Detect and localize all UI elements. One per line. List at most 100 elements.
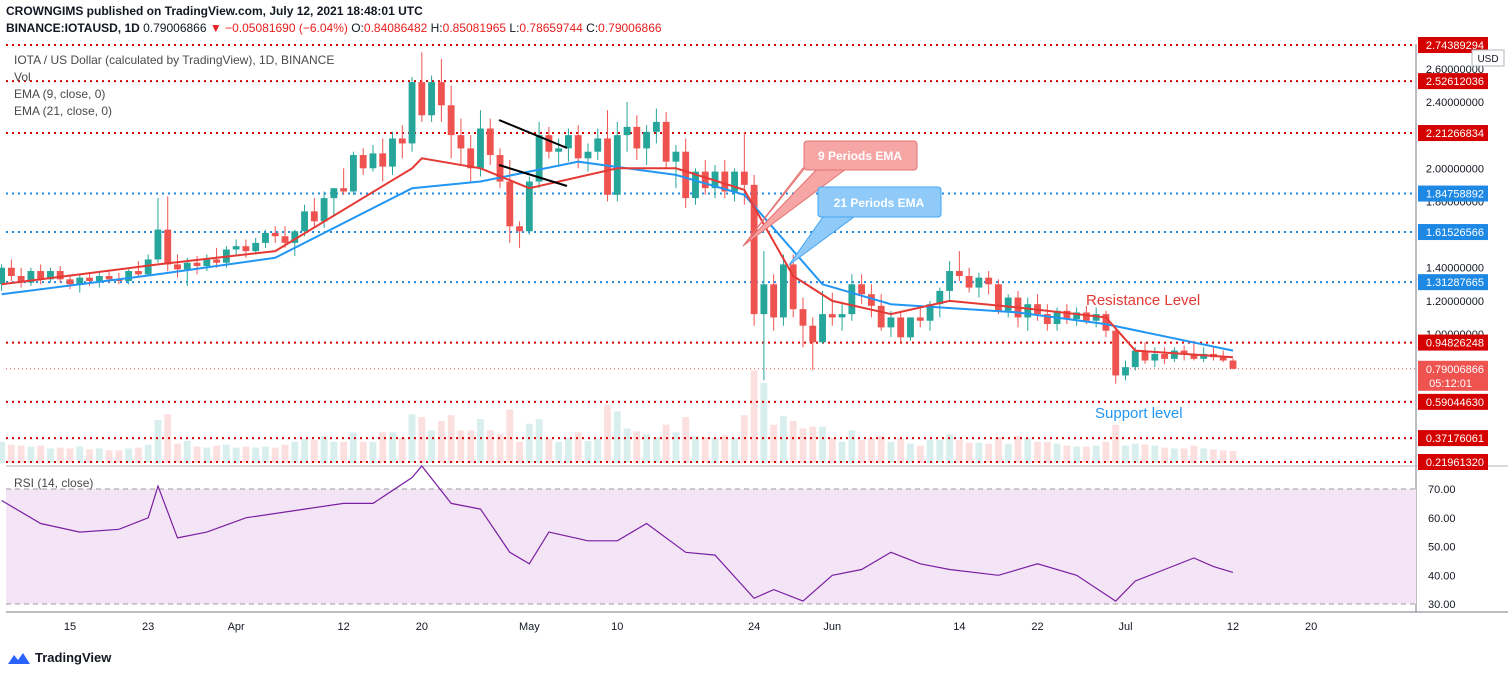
volume-bar	[1063, 445, 1071, 463]
candle-body	[379, 153, 387, 167]
level-tag-text: 0.94826248	[1426, 338, 1484, 350]
ema21-callout[interactable]: 21 Periods EMA	[788, 186, 942, 266]
volume-bar	[819, 426, 826, 463]
candle-body	[740, 171, 748, 185]
candle-body	[271, 232, 279, 237]
volume-bar	[330, 441, 338, 463]
volume-bar	[535, 419, 543, 463]
candle-body	[105, 276, 113, 280]
tradingview-logo[interactable]: TradingView	[8, 650, 111, 665]
candle-body	[1151, 353, 1159, 361]
legend-rsi[interactable]: RSI (14, close)	[14, 476, 94, 490]
volume-bar	[467, 430, 475, 463]
candle-body	[457, 135, 465, 149]
trendline-upper[interactable]	[498, 119, 568, 149]
low-value: 0.78659744	[519, 21, 583, 35]
price-axis[interactable]: 2.600000002.400000002.000000001.80000000…	[1426, 64, 1484, 341]
volume-bar	[633, 431, 641, 463]
candle-body	[565, 135, 572, 149]
volume-bar	[965, 442, 973, 463]
x-tick-label: Jul	[1118, 621, 1132, 633]
level-tag-text: 1.84758892	[1426, 189, 1484, 201]
candle-body	[545, 135, 553, 152]
currency-box[interactable]	[1471, 49, 1505, 67]
countdown-text: 05:12:01	[1429, 378, 1472, 390]
candle-body	[594, 138, 602, 152]
volume-bar	[193, 446, 201, 463]
legend-ema9[interactable]: EMA (9, close, 0)	[14, 87, 106, 101]
volume-bar	[27, 446, 35, 463]
candle-body	[193, 262, 201, 267]
volume-bar	[398, 438, 406, 463]
x-tick-label: 22	[1031, 621, 1043, 633]
candle-body	[1161, 353, 1169, 359]
volume-bar	[271, 447, 279, 463]
volume-bar	[222, 444, 230, 463]
level-tag-text: 2.52612036	[1426, 76, 1484, 88]
volume-bar	[47, 448, 54, 463]
y-tick-label: 1.40000000	[1426, 263, 1484, 275]
ema9-callout-text: 9 Periods EMA	[818, 149, 902, 163]
candle-body	[1122, 367, 1129, 376]
candle-body	[936, 290, 944, 305]
time-axis[interactable]: 15 23 Apr 12 20 May 10 24 Jun 14 22 Jul 12 20	[64, 621, 1317, 633]
open-label: O:	[351, 21, 364, 35]
volume-bar	[887, 441, 895, 463]
candle-body	[144, 259, 152, 275]
volume-bar	[623, 428, 631, 463]
level-tag	[1418, 430, 1488, 447]
candle-body	[496, 155, 504, 182]
candle-body	[506, 181, 514, 227]
candle-body	[975, 277, 983, 288]
rsi-axis: 70.00 60.00 50.00 40.00 30.00	[1428, 484, 1456, 611]
trendline-lower[interactable]	[498, 164, 568, 187]
candle-body	[1141, 350, 1149, 361]
volume-bar	[525, 423, 533, 463]
level-tag-text: 0.21961320	[1426, 457, 1484, 469]
rsi-tick-label: 60.00	[1428, 513, 1456, 525]
volume-bar	[799, 428, 807, 463]
volume-bar	[56, 447, 64, 463]
x-tick-label: 24	[748, 621, 760, 633]
volume-bar	[780, 416, 787, 463]
candle-body	[330, 188, 338, 199]
ema9-line	[1, 157, 1234, 359]
candle-body	[848, 284, 856, 315]
volume-bar	[232, 447, 240, 463]
volume-bar	[613, 411, 621, 463]
legend-ema21[interactable]: EMA (21, close, 0)	[14, 104, 113, 118]
level-tag-text: 0.59044630	[1426, 397, 1484, 409]
level-price-tags: 2.74389294 2.52612036 2.21266834 1.84758892…	[1418, 37, 1488, 470]
candle-body	[0, 267, 6, 285]
candle-body	[291, 231, 299, 243]
legend-title[interactable]: IOTA / US Dollar (calculated by TradingV…	[14, 53, 335, 67]
down-arrow-icon: ▼	[209, 21, 222, 35]
volume-bar	[310, 439, 318, 463]
volume-bar	[877, 436, 885, 463]
legend-vol[interactable]: Vol	[14, 70, 31, 84]
candle-body	[682, 151, 690, 199]
level-tag-text: 0.37176061	[1426, 433, 1484, 445]
candle-body	[574, 135, 582, 159]
volume-bar	[721, 435, 729, 463]
candle-body	[555, 148, 563, 152]
candle-body	[750, 184, 758, 315]
high-value: 0.85081965	[442, 21, 507, 35]
volume-bar	[809, 426, 817, 463]
volume-bar	[643, 434, 651, 463]
ema9-callout[interactable]: 9 Periods EMA	[742, 140, 918, 247]
candle-body	[760, 284, 768, 315]
volume-bar	[164, 414, 172, 463]
x-tick-label: Jun	[823, 621, 841, 633]
candle-body	[1024, 304, 1032, 318]
x-tick-label: May	[519, 621, 540, 633]
volume-bar	[692, 436, 699, 463]
candle-body	[183, 262, 191, 270]
candle-body	[1170, 350, 1178, 359]
last-price-tag	[1418, 360, 1488, 391]
candle-body	[125, 271, 133, 281]
volume-bar	[867, 438, 875, 463]
candle-body	[17, 276, 25, 283]
volume-bar	[144, 444, 152, 463]
